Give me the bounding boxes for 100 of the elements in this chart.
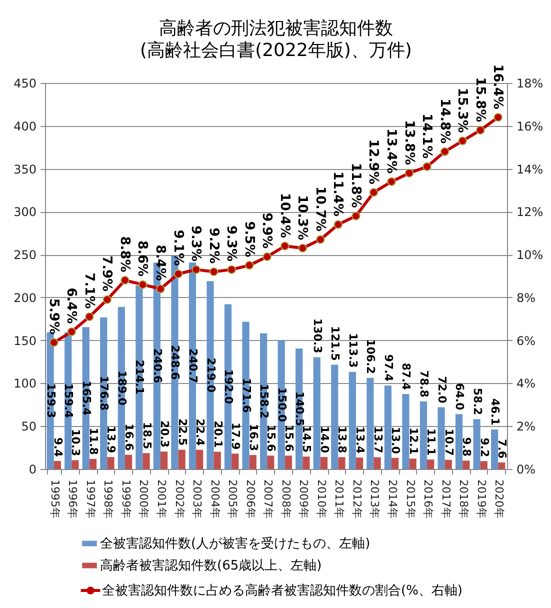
data-label: 7.9% [99, 256, 114, 292]
data-label: 97.4 [382, 354, 395, 382]
data-label: 10.3 [69, 429, 82, 456]
point [404, 168, 414, 178]
x-tick-label: 2000年 [137, 480, 150, 518]
data-label: 16.6 [122, 424, 136, 452]
bar [338, 457, 346, 469]
data-label: 15.6 [264, 424, 278, 452]
point [316, 235, 325, 244]
point [334, 220, 343, 229]
y-tick-label: 300 [14, 205, 36, 220]
y2-tick-label: 16% [516, 119, 544, 134]
x-tick-label: 2001年 [155, 480, 168, 518]
data-label: 8.8% [116, 236, 132, 272]
data-label: 13.8% [401, 120, 416, 166]
bar [313, 357, 320, 469]
data-label: 189.0 [115, 370, 128, 406]
data-label: 11.4% [330, 171, 346, 217]
bar [302, 456, 310, 469]
point [174, 269, 183, 278]
data-label: 8.6% [134, 240, 150, 277]
data-label: 219.0 [204, 358, 218, 393]
data-label: 78.8 [417, 370, 430, 398]
bar [438, 407, 445, 469]
y-tick-label: 350 [14, 162, 36, 176]
bar [267, 456, 274, 469]
x-tick-label: 1999年 [119, 480, 132, 518]
point [494, 112, 502, 122]
data-label: 214.1 [133, 360, 146, 395]
data-label: 13.0 [389, 426, 402, 454]
bar [480, 461, 488, 469]
y-tick-label: 50 [21, 420, 36, 434]
data-label: 106.2 [364, 339, 378, 374]
point [227, 265, 236, 274]
data-label: 130.3 [310, 318, 324, 354]
data-label: 20.3 [158, 420, 172, 448]
x-tick-label: 2008年 [279, 480, 292, 518]
y2-tick-label: 4% [516, 376, 536, 391]
bar [409, 458, 416, 469]
data-label: 13.4 [354, 426, 367, 454]
data-label: 87.4 [400, 362, 413, 390]
x-tick-label: 2012年 [350, 480, 364, 518]
data-label: 9.9% [259, 212, 274, 249]
chart-title: 高齢者の刑法犯被害認知件数 [159, 18, 393, 40]
data-label: 16.3 [246, 424, 260, 452]
point [156, 284, 165, 294]
point [422, 162, 432, 171]
x-tick-label: 2015年 [404, 480, 417, 518]
data-label: 46.1 [488, 398, 502, 426]
x-tick-label: 2014年 [386, 480, 399, 518]
x-tick-label: 2007年 [262, 480, 275, 518]
data-label: 72.0 [435, 376, 448, 404]
data-label: 14.8% [436, 98, 452, 144]
data-label: 6.4% [64, 288, 79, 324]
data-label: 8.4% [152, 244, 168, 281]
bar [249, 455, 256, 469]
bar [142, 453, 150, 469]
data-label: 248.6 [168, 344, 182, 380]
y-tick-label: 250 [14, 248, 36, 262]
data-label: 121.5 [328, 326, 342, 361]
data-label: 9.2% [206, 228, 221, 264]
point [476, 126, 485, 135]
bar [491, 429, 498, 469]
point [192, 265, 200, 274]
bar [427, 459, 434, 469]
x-tick-label: 2018年 [457, 480, 470, 518]
data-label: 13.4% [384, 128, 398, 174]
x-tick-label: 1995年 [48, 480, 62, 518]
data-label: 10.4% [276, 192, 292, 238]
data-label: 11.8 [86, 428, 100, 455]
x-tick-label: 2003年 [190, 480, 204, 518]
data-label: 13.7 [371, 426, 384, 454]
x-tick-label: 2019年 [474, 480, 488, 518]
data-label: 20.1 [211, 420, 224, 448]
y-tick-label: 100 [14, 376, 36, 391]
data-label: 22.4 [194, 418, 207, 446]
data-label: 17.9 [229, 422, 242, 450]
y2-tick-label: 8% [516, 290, 536, 305]
legend-label: 高齢者被害認知件数(65歳以上、左軸) [100, 558, 322, 574]
bar [107, 457, 114, 469]
bar [214, 452, 221, 469]
data-label: 15.8% [472, 77, 488, 122]
point [458, 136, 467, 146]
y2-tick-label: 10% [516, 248, 544, 262]
data-label: 159.3 [44, 383, 58, 418]
bar [348, 372, 356, 469]
bar [196, 450, 204, 469]
y-tick-label: 150 [14, 334, 36, 348]
data-label: 240.7 [186, 348, 200, 384]
data-label: 12.1 [406, 427, 420, 455]
bar [206, 281, 214, 469]
x-tick-label: 2006年 [244, 480, 257, 518]
data-label: 171.6 [240, 378, 253, 414]
data-label: 18.5 [140, 422, 154, 450]
data-label: 11.1 [424, 428, 438, 456]
bar [462, 460, 470, 469]
y2-tick-label: 0% [516, 462, 536, 476]
point [50, 338, 58, 347]
x-tick-label: 1997年 [84, 480, 97, 518]
x-tick-label: 1998年 [102, 480, 115, 518]
